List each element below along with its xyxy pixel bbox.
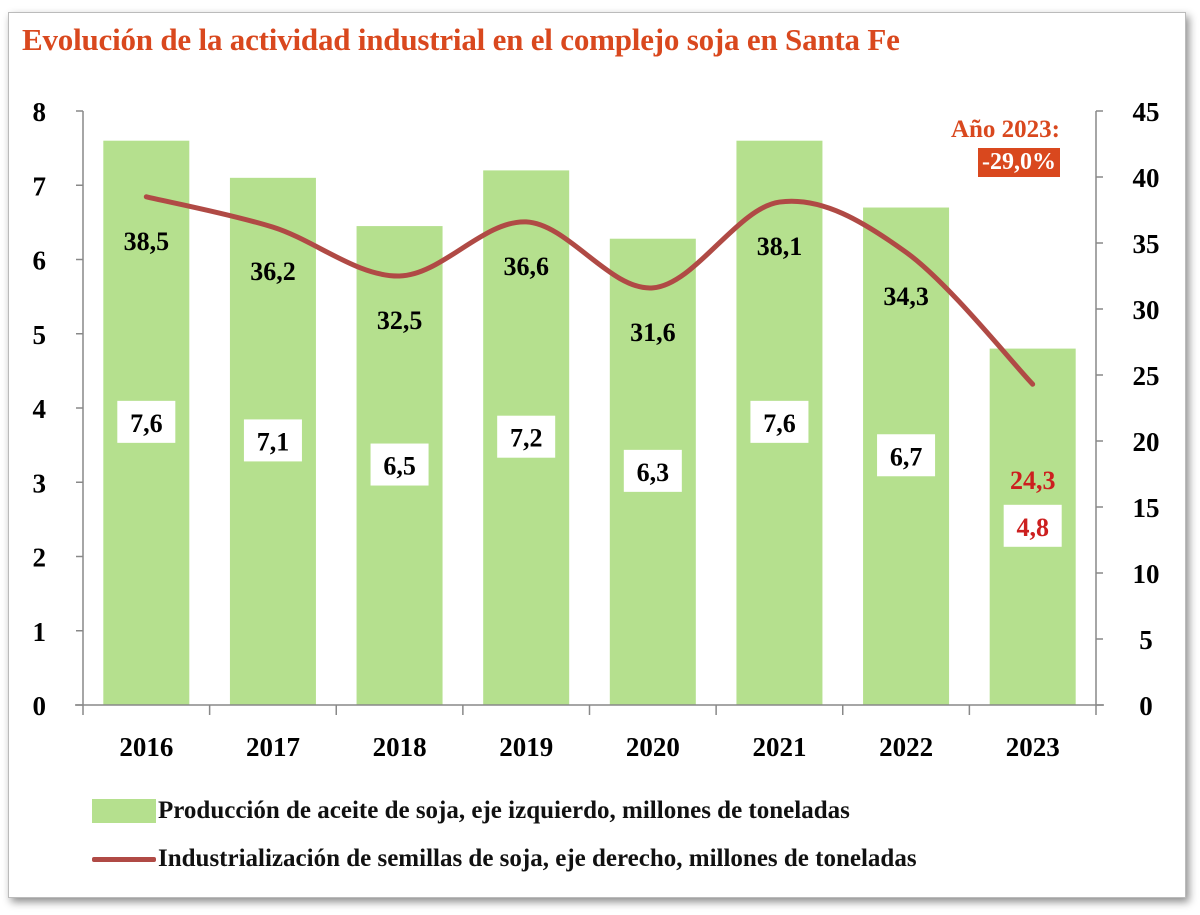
y-right-tick-label: 40: [1133, 163, 1160, 193]
line-series: [143, 194, 1036, 387]
bar-label-box: [750, 400, 809, 443]
x-tick-label: 2018: [373, 732, 427, 762]
bar-label-box: [1003, 504, 1062, 547]
x-tick-label: 2017: [246, 732, 300, 762]
y-left-tick-label: 2: [33, 543, 47, 573]
y-right-tick-label: 30: [1133, 295, 1160, 325]
bar-label-box: [370, 443, 429, 486]
y-left-tick-label: 5: [33, 320, 47, 350]
legend-item-bars: Producción de aceite de soja, eje izquie…: [92, 797, 850, 825]
bar-label-box: [497, 415, 556, 458]
line-data-label: 34,3: [883, 282, 929, 311]
x-tick-label: 2021: [752, 732, 806, 762]
annotation-badge: -29,0%: [978, 148, 1060, 177]
bar-label-box: [623, 449, 682, 492]
bar-data-label: 7,6: [763, 409, 796, 438]
bar-label-box: [877, 434, 936, 477]
y-left-tick-label: 4: [33, 394, 47, 424]
y-right-tick-label: 10: [1133, 559, 1160, 589]
x-tick-label: 2020: [626, 732, 680, 762]
x-tick-label: 2016: [119, 732, 173, 762]
bar-data-label: 6,5: [383, 452, 416, 481]
y-left-tick-label: 7: [33, 171, 47, 201]
x-tick-label: 2022: [879, 732, 933, 762]
y-left-tick-label: 1: [33, 617, 47, 647]
y-left-tick-label: 8: [33, 97, 47, 127]
y-right-tick-label: 20: [1133, 427, 1160, 457]
y-right-tick-label: 0: [1139, 691, 1153, 721]
x-tick-label: 2019: [499, 732, 553, 762]
y-right-tick-label: 35: [1133, 229, 1160, 259]
legend-swatch-line: [92, 856, 156, 862]
legend-item-line: Industrialización de semillas de soja, e…: [92, 845, 917, 873]
y-right-tick-label: 25: [1133, 361, 1160, 391]
line-data-label: 36,6: [503, 252, 549, 281]
bar-data-label: 7,1: [257, 427, 290, 456]
legend-label: Industrialización de semillas de soja, e…: [158, 845, 917, 872]
bar-data-label: 4,8: [1016, 513, 1049, 542]
y-right-tick-label: 45: [1133, 97, 1160, 127]
chart-title: Evolución de la actividad industrial en …: [22, 22, 900, 57]
line-data-label: 31,6: [630, 318, 676, 347]
line-data-label: 24,3: [1010, 466, 1056, 495]
x-tick-label: 2023: [1006, 732, 1060, 762]
y-right-tick-label: 5: [1139, 625, 1153, 655]
y-right-tick-label: 15: [1133, 493, 1160, 523]
bar-data-label: 7,6: [130, 409, 163, 438]
line-data-label: 38,1: [757, 232, 803, 261]
bar-data-label: 6,3: [637, 458, 670, 487]
line-data-label: 32,5: [377, 306, 423, 335]
legend-swatch-bar: [92, 799, 156, 823]
y-left-tick-label: 0: [33, 691, 47, 721]
annotation: Año 2023: -29,0%: [930, 116, 1060, 177]
line-data-label: 36,2: [250, 257, 296, 286]
annotation-label: Año 2023:: [950, 116, 1060, 143]
y-left-tick-label: 6: [33, 246, 47, 276]
bar-data-label: 6,7: [890, 442, 923, 471]
legend-label: Producción de aceite de soja, eje izquie…: [158, 797, 850, 824]
y-left-tick-label: 3: [33, 468, 47, 498]
bar-label-box: [243, 419, 302, 462]
bar-label-box: [117, 400, 176, 443]
bar-data-label: 7,2: [510, 424, 543, 453]
line-data-label: 38,5: [124, 227, 170, 256]
